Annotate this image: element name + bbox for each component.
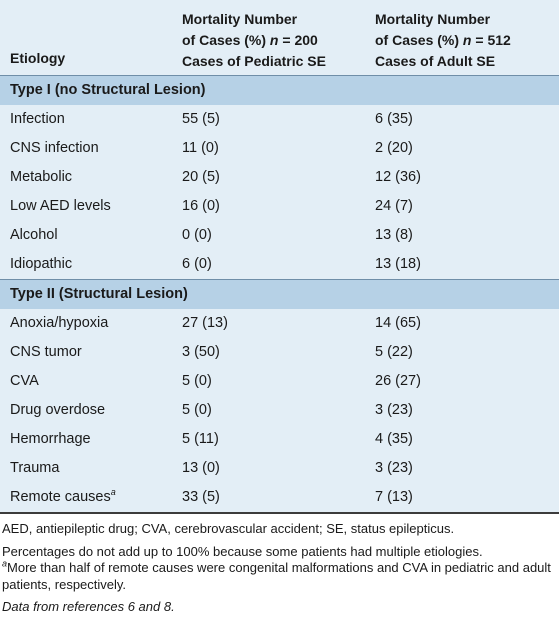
cell-adult: 5 (22) bbox=[375, 344, 413, 360]
table-row: Low AED levels 16 (0) 24 (7) bbox=[0, 192, 559, 221]
cell-pediatric: 33 (5) bbox=[182, 489, 220, 505]
footnotes: AED, antiepileptic drug; CVA, cerebrovas… bbox=[0, 514, 559, 616]
cell-pediatric: 5 (11) bbox=[182, 431, 219, 447]
table-row: CNS tumor 3 (50) 5 (22) bbox=[0, 338, 559, 367]
cell-etiology: Metabolic bbox=[10, 169, 73, 185]
table-row: Drug overdose 5 (0) 3 (23) bbox=[0, 396, 559, 425]
cell-etiology: Anoxia/hypoxia bbox=[10, 315, 109, 331]
footnote-marker: a bbox=[110, 487, 116, 498]
etiology-mortality-table: Etiology Mortality Number of Cases (%) n… bbox=[0, 0, 559, 512]
table-header-row: Etiology Mortality Number of Cases (%) n… bbox=[0, 0, 559, 75]
cell-adult: 14 (65) bbox=[375, 315, 421, 331]
footnote-abbreviations: AED, antiepileptic drug; CVA, cerebrovas… bbox=[2, 521, 455, 536]
cell-pediatric: 0 (0) bbox=[182, 227, 212, 243]
table-row: Infection 55 (5) 6 (35) bbox=[0, 105, 559, 134]
cell-etiology: Alcohol bbox=[10, 227, 58, 243]
header-pediatric-line1: Mortality Number bbox=[182, 11, 298, 27]
cell-etiology: CNS tumor bbox=[10, 344, 82, 360]
cell-pediatric: 3 (50) bbox=[182, 344, 220, 360]
cell-pediatric: 27 (13) bbox=[182, 315, 228, 331]
table-body: Type I (no Structural Lesion) Infection 55… bbox=[0, 75, 559, 512]
section-header: Type I (no Structural Lesion) bbox=[0, 75, 559, 105]
cell-etiology: CVA bbox=[10, 373, 39, 389]
table-row: Alcohol 0 (0) 13 (8) bbox=[0, 221, 559, 250]
header-pediatric: Mortality Number of Cases (%) n = 200 Ca… bbox=[172, 9, 365, 75]
cell-adult: 13 (8) bbox=[375, 227, 413, 243]
footnote-source: Data from references 6 and 8. bbox=[2, 599, 175, 614]
footnote-percentages: Percentages do not add up to 100% becaus… bbox=[2, 543, 483, 559]
table-row: Remote causesa 33 (5) 7 (13) bbox=[0, 483, 559, 512]
cell-adult: 3 (23) bbox=[375, 402, 413, 418]
section-header: Type II (Structural Lesion) bbox=[0, 279, 559, 309]
cell-adult: 26 (27) bbox=[375, 373, 421, 389]
table-row: Anoxia/hypoxia 27 (13) 14 (65) bbox=[0, 309, 559, 338]
table-row: CVA 5 (0) 26 (27) bbox=[0, 367, 559, 396]
cell-adult: 12 (36) bbox=[375, 169, 421, 185]
cell-etiology: Remote causesa bbox=[10, 487, 116, 505]
header-adult-line3: Cases of Adult SE bbox=[375, 53, 496, 69]
footnote-remote-note: More than half of remote causes were con… bbox=[2, 560, 551, 592]
cell-pediatric: 11 (0) bbox=[182, 140, 219, 156]
cell-adult: 2 (20) bbox=[375, 140, 413, 156]
header-etiology: Etiology bbox=[10, 50, 66, 66]
cell-etiology: CNS infection bbox=[10, 140, 99, 156]
table-row: Metabolic 20 (5) 12 (36) bbox=[0, 163, 559, 192]
header-pediatric-line2: of Cases (%) n = 200 bbox=[182, 32, 318, 48]
cell-pediatric: 13 (0) bbox=[182, 460, 220, 476]
cell-etiology: Low AED levels bbox=[10, 198, 111, 214]
cell-pediatric: 5 (0) bbox=[182, 373, 212, 389]
cell-pediatric: 55 (5) bbox=[182, 111, 220, 127]
cell-adult: 6 (35) bbox=[375, 111, 413, 127]
header-adult-line2: of Cases (%) n = 512 bbox=[375, 32, 511, 48]
cell-pediatric: 6 (0) bbox=[182, 256, 212, 272]
cell-adult: 4 (35) bbox=[375, 431, 413, 447]
cell-etiology: Drug overdose bbox=[10, 402, 106, 418]
footnote-remote-marker: a bbox=[2, 558, 8, 569]
header-pediatric-line3: Cases of Pediatric SE bbox=[182, 53, 326, 69]
table-row: Trauma 13 (0) 3 (23) bbox=[0, 454, 559, 483]
cell-adult: 24 (7) bbox=[375, 198, 413, 214]
cell-adult: 7 (13) bbox=[375, 489, 413, 505]
footnote-percentages-and-remote: Percentages do not add up to 100% becaus… bbox=[2, 544, 559, 594]
table-bottom-rule bbox=[0, 512, 559, 514]
cell-adult: 3 (23) bbox=[375, 460, 413, 476]
cell-etiology: Idiopathic bbox=[10, 256, 73, 272]
cell-etiology: Infection bbox=[10, 111, 65, 127]
cell-etiology: Hemorrhage bbox=[10, 431, 91, 447]
cell-pediatric: 16 (0) bbox=[182, 198, 220, 214]
cell-adult: 13 (18) bbox=[375, 256, 421, 272]
header-adult-line1: Mortality Number bbox=[375, 11, 491, 27]
table-row: Idiopathic 6 (0) 13 (18) bbox=[0, 250, 559, 279]
cell-pediatric: 20 (5) bbox=[182, 169, 220, 185]
cell-etiology: Trauma bbox=[10, 460, 60, 476]
table-row: CNS infection 11 (0) 2 (20) bbox=[0, 134, 559, 163]
table-row: Hemorrhage 5 (11) 4 (35) bbox=[0, 425, 559, 454]
header-adult: Mortality Number of Cases (%) n = 512 Ca… bbox=[365, 9, 559, 75]
cell-pediatric: 5 (0) bbox=[182, 402, 212, 418]
